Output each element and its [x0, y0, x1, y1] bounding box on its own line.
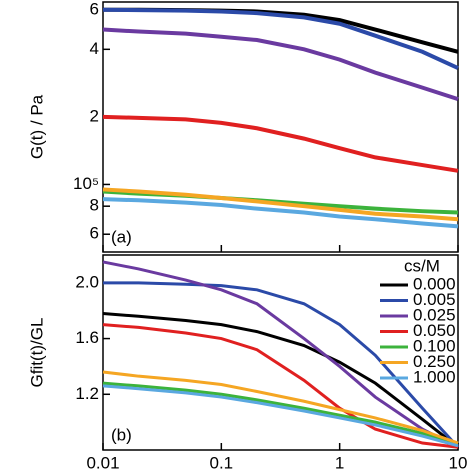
x-tick-label: 10 [449, 453, 468, 472]
y-tick-label: 6 [90, 0, 99, 18]
y-axis-label: G(t) / Pa [27, 94, 46, 159]
series-line [102, 260, 459, 449]
legend-label: 0.000 [413, 274, 456, 293]
y-axis-label: Gfit(t)/GL [27, 318, 46, 388]
series-line [102, 370, 459, 445]
series-line [102, 187, 459, 222]
series-line [102, 384, 459, 448]
y-tick-label: 4 [90, 39, 99, 58]
y-tick-label: 1.2 [75, 384, 99, 403]
plot-frame [102, 1, 459, 253]
y-tick-label: 10⁵ [73, 174, 99, 193]
x-tick-label: 1 [335, 453, 344, 472]
y-tick-label: 2.0 [75, 272, 99, 291]
legend-label: 0.005 [413, 290, 456, 309]
legend-label: 1.000 [413, 367, 456, 386]
y-tick-label: 2 [90, 106, 99, 125]
y-tick-label: 1.6 [75, 328, 99, 347]
x-tick-label: 0.1 [210, 453, 234, 472]
legend-title: cs/M [404, 256, 440, 275]
legend-label: 0.100 [413, 336, 456, 355]
legend-label: 0.050 [413, 321, 456, 340]
legend-label: 0.025 [413, 305, 456, 324]
y-tick-label: 6 [90, 224, 99, 243]
series-line [102, 323, 459, 449]
series-line [102, 381, 459, 445]
series-line [102, 114, 459, 173]
panel-label: (b) [111, 425, 132, 444]
series-line [102, 27, 459, 102]
series-line [102, 7, 459, 70]
plot-frame [102, 254, 459, 451]
legend-label: 0.250 [413, 352, 456, 371]
x-tick-label: 0.01 [86, 453, 119, 472]
series-line [102, 197, 459, 229]
panel-label: (a) [111, 227, 132, 246]
y-tick-label: 8 [90, 196, 99, 215]
series-line [103, 281, 460, 449]
series-line [102, 312, 459, 449]
